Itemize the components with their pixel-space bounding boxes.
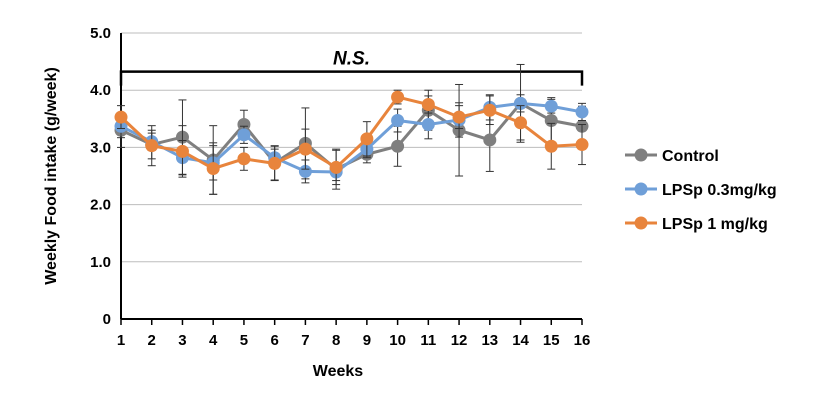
data-point bbox=[237, 118, 251, 132]
y-tick-label: 1.0 bbox=[90, 254, 111, 271]
data-point bbox=[483, 133, 497, 147]
x-tick-label: 1 bbox=[117, 332, 125, 349]
data-point bbox=[329, 160, 343, 174]
y-tick-label: 5.0 bbox=[90, 25, 111, 42]
x-tick-label: 6 bbox=[270, 332, 278, 349]
data-point bbox=[544, 99, 558, 113]
y-axis-title: Weekly Food intake (g/week) bbox=[43, 67, 60, 285]
data-point bbox=[145, 139, 159, 153]
legend-marker bbox=[634, 216, 648, 230]
y-tick-label: 3.0 bbox=[90, 139, 111, 156]
legend-entry: Control bbox=[625, 148, 719, 165]
legend-marker bbox=[634, 182, 648, 196]
y-tick-label: 2.0 bbox=[90, 197, 111, 214]
legend-entry: LPSp 1 mg/kg bbox=[625, 216, 768, 233]
legend-label: Control bbox=[662, 148, 719, 165]
legend-entry: LPSp 0.3mg/kg bbox=[625, 182, 777, 199]
y-tick-label: 0 bbox=[103, 311, 111, 328]
data-point bbox=[114, 110, 128, 124]
data-point bbox=[452, 110, 466, 124]
ns-bracket bbox=[119, 70, 584, 86]
x-tick-label: 16 bbox=[574, 332, 591, 349]
data-point bbox=[237, 128, 251, 142]
series-line bbox=[119, 95, 583, 171]
legend-label: LPSp 0.3mg/kg bbox=[662, 182, 777, 199]
data-point bbox=[391, 139, 405, 153]
y-tick-label: 4.0 bbox=[90, 82, 111, 99]
data-point bbox=[391, 114, 405, 128]
x-tick-label: 9 bbox=[363, 332, 371, 349]
x-tick-label: 4 bbox=[209, 332, 218, 349]
ns-annotation: N.S. bbox=[119, 49, 584, 86]
data-point bbox=[268, 156, 282, 170]
data-point bbox=[298, 164, 312, 178]
ns-label: N.S. bbox=[333, 49, 370, 70]
legend: Control LPSp 0.3mg/kg LPSp 1 mg/kg bbox=[625, 148, 777, 233]
data-point bbox=[206, 162, 220, 176]
data-point bbox=[421, 118, 435, 132]
data-point bbox=[237, 152, 251, 166]
data-point bbox=[421, 98, 435, 111]
series-lpsp-1-mg-kg bbox=[114, 89, 589, 195]
x-tick-label: 14 bbox=[512, 332, 529, 349]
data-point bbox=[175, 144, 189, 158]
axes: 01.02.03.04.05.01 2 3 4 5 6 7 8 9 10 11 12 13 14 15 16 bbox=[90, 25, 590, 349]
data-point bbox=[391, 90, 405, 104]
x-tick-label: 10 bbox=[389, 332, 406, 349]
x-tick-label: 15 bbox=[543, 332, 560, 349]
series bbox=[114, 63, 589, 195]
data-point bbox=[575, 105, 589, 119]
data-point bbox=[544, 139, 558, 153]
data-point bbox=[514, 96, 528, 110]
x-tick-label: 11 bbox=[420, 332, 436, 349]
data-point bbox=[483, 103, 497, 117]
legend-marker bbox=[634, 148, 648, 162]
data-point bbox=[360, 132, 374, 146]
x-tick-label: 12 bbox=[451, 332, 468, 349]
x-tick-label: 5 bbox=[240, 332, 248, 349]
data-point bbox=[575, 138, 589, 152]
data-point bbox=[514, 116, 528, 130]
x-tick-label: 8 bbox=[332, 332, 340, 349]
data-point bbox=[298, 142, 312, 156]
x-axis-title: Weeks bbox=[313, 363, 364, 380]
x-tick-label: 3 bbox=[178, 332, 186, 349]
legend-label: LPSp 1 mg/kg bbox=[662, 216, 768, 233]
x-tick-label: 2 bbox=[148, 332, 156, 349]
x-tick-label: 7 bbox=[301, 332, 309, 349]
x-tick-label: 13 bbox=[481, 332, 498, 349]
